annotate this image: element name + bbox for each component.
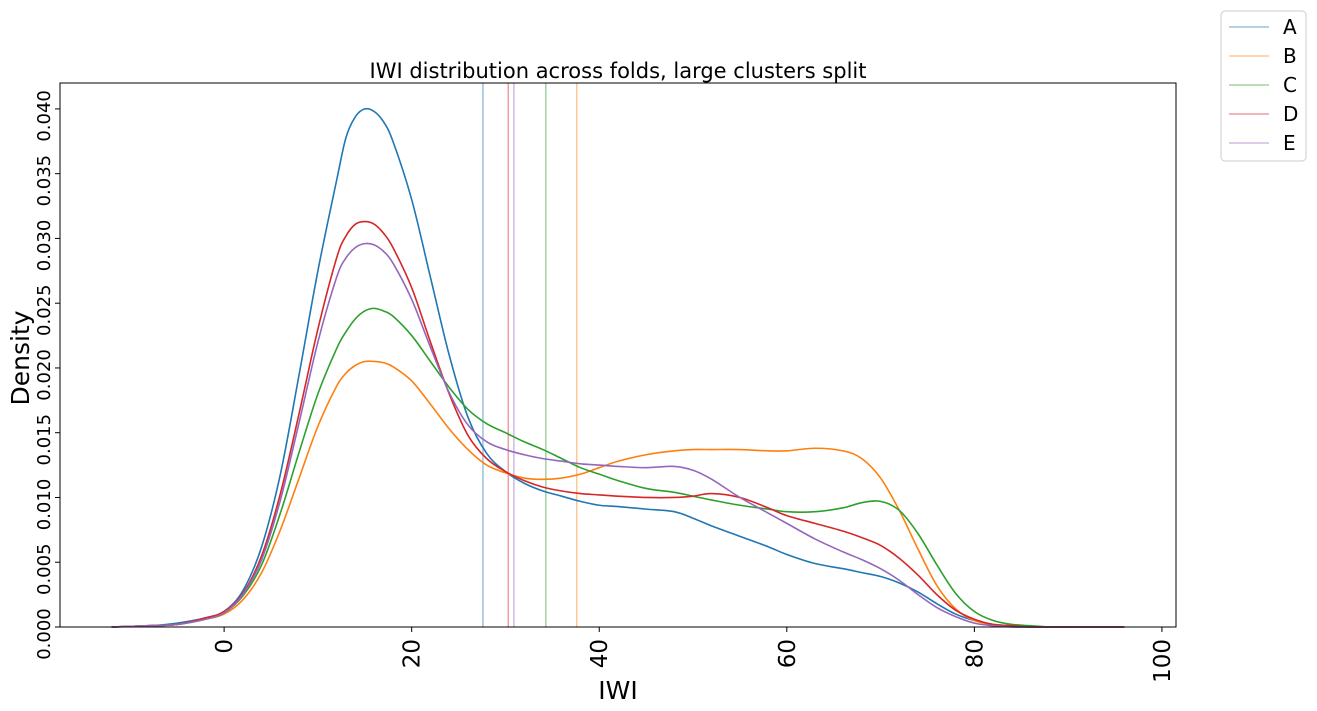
y-tick-label: 0.030: [34, 220, 55, 272]
density-curve-a: [111, 107, 1125, 628]
legend-label-c: C: [1283, 73, 1297, 97]
x-tick-label: 100: [1150, 639, 1176, 683]
x-axis-label: IWI: [598, 676, 637, 705]
y-tick-label: 0.035: [34, 155, 55, 207]
density-curves: [111, 107, 1125, 628]
density-curve-b: [111, 360, 1125, 628]
legend-label-d: D: [1283, 102, 1298, 126]
y-tick-label: 0.040: [34, 90, 55, 142]
x-tick-label: 60: [775, 639, 801, 668]
x-tick-label: 0: [212, 639, 238, 654]
y-tick-label: 0.020: [34, 349, 55, 401]
x-tick-label: 80: [962, 639, 988, 668]
mean-lines: [482, 83, 578, 627]
legend-label-a: A: [1283, 15, 1297, 39]
y-tick-label: 0.005: [34, 543, 55, 595]
chart-title: IWI distribution across folds, large clu…: [370, 59, 867, 83]
plot-frame: [59, 82, 1177, 628]
x-tick-label: 40: [587, 639, 613, 668]
y-tick-label: 0.000: [34, 608, 55, 660]
y-tick-label: 0.010: [34, 479, 55, 531]
density-curve-c: [111, 307, 1125, 628]
x-tick-label: 20: [400, 639, 426, 668]
legend-label-b: B: [1283, 44, 1297, 68]
y-axis: 0.000 0.005 0.010 0.015 0.020 0.025 0.030 0.035…: [34, 90, 60, 660]
legend-box: [1220, 10, 1307, 162]
y-tick-label: 0.025: [34, 284, 55, 336]
y-axis-label: Density: [6, 310, 35, 405]
y-tick-label: 0.015: [34, 414, 55, 466]
x-axis: 0 20 40 60 80 100: [212, 627, 1176, 683]
legend-label-e: E: [1283, 131, 1296, 155]
density-curve-d: [111, 220, 1125, 628]
density-curve-e: [111, 242, 1125, 628]
